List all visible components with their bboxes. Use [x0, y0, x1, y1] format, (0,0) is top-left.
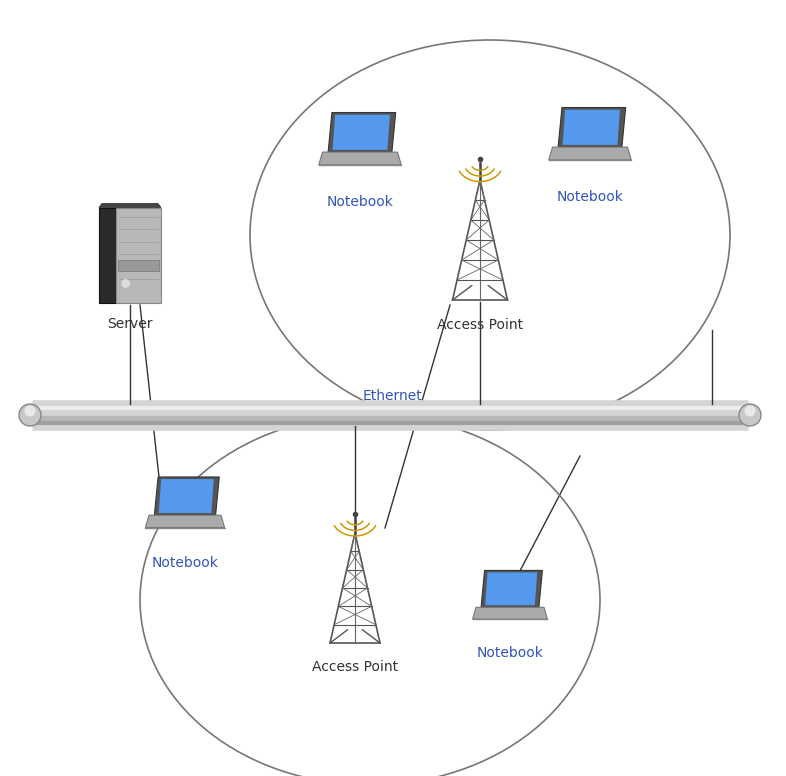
Polygon shape: [549, 147, 631, 160]
Text: Notebook: Notebook: [556, 190, 623, 204]
Polygon shape: [328, 113, 395, 152]
Polygon shape: [99, 203, 161, 207]
Polygon shape: [116, 207, 161, 303]
Polygon shape: [558, 108, 626, 147]
Polygon shape: [119, 260, 159, 271]
Polygon shape: [481, 570, 542, 608]
Polygon shape: [485, 573, 537, 605]
Text: Ethernet: Ethernet: [363, 389, 423, 403]
Text: Server: Server: [107, 317, 152, 331]
Polygon shape: [332, 115, 390, 150]
Polygon shape: [319, 152, 401, 165]
Circle shape: [19, 404, 41, 426]
Polygon shape: [563, 109, 620, 145]
Polygon shape: [99, 207, 116, 303]
Polygon shape: [145, 515, 225, 528]
Polygon shape: [472, 608, 547, 619]
Polygon shape: [159, 479, 214, 513]
Text: Notebook: Notebook: [476, 646, 543, 660]
Circle shape: [744, 406, 755, 417]
Circle shape: [739, 404, 761, 426]
Circle shape: [24, 406, 35, 417]
Text: Notebook: Notebook: [152, 556, 219, 570]
Circle shape: [122, 280, 130, 287]
Text: Access Point: Access Point: [312, 660, 398, 674]
Text: Access Point: Access Point: [437, 318, 523, 332]
Text: Notebook: Notebook: [326, 195, 394, 209]
Polygon shape: [154, 477, 219, 515]
